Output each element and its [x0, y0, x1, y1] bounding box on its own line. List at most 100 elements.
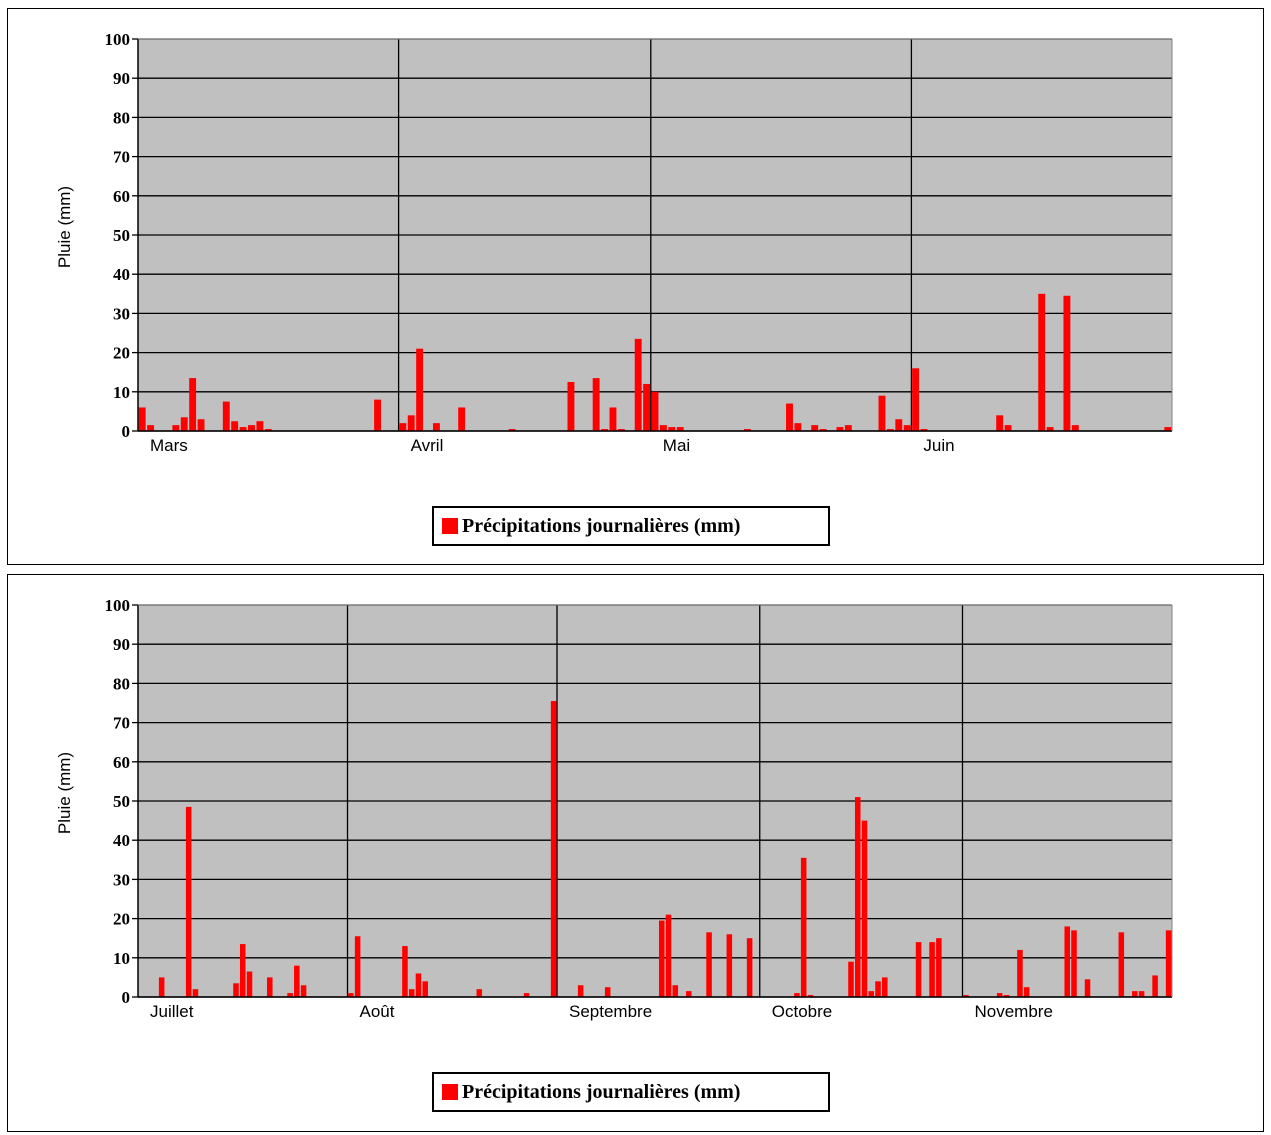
x-tick-label-octobre: Octobre: [772, 1002, 832, 1021]
bar: [786, 403, 793, 431]
chart-1-svg: 0 10 20 30 40 50 60 70 80 90 100 Mars Avril Mai Juin Pl…: [55, 30, 1173, 455]
bar: [744, 429, 751, 431]
bar: [807, 995, 814, 997]
bar: [1038, 293, 1046, 431]
bar: [192, 989, 199, 997]
bar: [1046, 427, 1054, 431]
x-tick-label-août: Août: [360, 1002, 395, 1021]
bar: [746, 938, 753, 997]
bar: [665, 914, 672, 997]
bar: [185, 806, 192, 997]
bar: [929, 942, 935, 997]
legend-swatch: [442, 1084, 458, 1100]
y-tick-label: 100: [105, 30, 131, 49]
bar: [147, 425, 155, 431]
y-tick-label: 20: [113, 344, 130, 363]
bar: [239, 427, 247, 431]
bar: [601, 429, 609, 431]
y-tick-label: 30: [113, 304, 130, 323]
bar: [617, 429, 625, 431]
bar: [848, 961, 854, 997]
bar: [246, 971, 253, 997]
y-axis-title: Pluie (mm): [55, 752, 74, 834]
bar: [476, 989, 483, 997]
bar: [231, 421, 239, 431]
y-tick-label: 10: [113, 949, 130, 968]
bar: [458, 407, 466, 431]
bar: [248, 425, 255, 431]
bar: [1063, 295, 1071, 431]
legend-label: Précipitations journalières (mm): [462, 514, 741, 537]
chart-2-svg: 0 10 20 30 40 50 60 70 80 90 100 Juillet Août Septemb…: [55, 596, 1173, 1021]
bar: [672, 985, 679, 997]
bar: [886, 429, 894, 431]
bar: [996, 993, 1003, 997]
bar: [222, 401, 230, 431]
bar: [604, 987, 611, 997]
y-tick-label: 80: [113, 674, 130, 693]
bar: [415, 973, 422, 997]
y-tick-label: 60: [113, 753, 130, 772]
y-tick-label: 90: [113, 69, 130, 88]
y-tick-label: 100: [105, 596, 131, 615]
bar: [294, 965, 300, 997]
bar: [836, 427, 844, 431]
bar: [903, 425, 911, 431]
bar: [794, 423, 802, 431]
bar: [1003, 995, 1010, 997]
bar: [915, 942, 922, 997]
bar: [300, 985, 307, 997]
y-tick-label: 40: [113, 831, 130, 850]
x-tick-label-mars: Mars: [150, 436, 188, 455]
y-axis-title: Pluie (mm): [55, 186, 74, 268]
bar: [936, 938, 942, 997]
bar: [267, 977, 273, 997]
bar: [912, 368, 920, 431]
bar: [422, 981, 428, 997]
bar: [233, 983, 239, 997]
x-tick-label-novembre: Novembre: [974, 1002, 1052, 1021]
bar: [432, 423, 440, 431]
bar: [348, 993, 354, 997]
y-tick-label: 90: [113, 635, 130, 654]
bar: [854, 797, 861, 997]
bar: [668, 427, 676, 431]
y-tick-label: 40: [113, 265, 130, 284]
bar: [402, 946, 408, 997]
legend-swatch: [442, 518, 458, 534]
bar: [239, 944, 246, 997]
bar: [882, 977, 888, 997]
bar: [264, 429, 272, 431]
y-tick-label: 0: [122, 422, 131, 441]
y-tick-label: 30: [113, 870, 130, 889]
bar: [1165, 930, 1172, 997]
y-tick-label: 0: [122, 988, 131, 1007]
bar: [686, 991, 692, 997]
chart-panel-2: 0 10 20 30 40 50 60 70 80 90 100 Juillet Août Septemb…: [7, 574, 1264, 1132]
bar: [1132, 991, 1138, 997]
bar: [706, 932, 712, 997]
bar: [550, 701, 557, 997]
bar: [158, 977, 165, 997]
bar: [1023, 987, 1030, 997]
bar: [180, 417, 188, 431]
bar: [408, 989, 415, 997]
bar: [659, 425, 667, 431]
bar: [1118, 932, 1125, 997]
x-tick-label-juillet: Juillet: [150, 1002, 194, 1021]
bar: [172, 425, 180, 431]
x-tick-label-mai: Mai: [663, 436, 690, 455]
bar: [1084, 979, 1091, 997]
bar: [1071, 425, 1079, 431]
bar: [1064, 926, 1071, 997]
bar: [861, 820, 868, 997]
bar: [1138, 991, 1145, 997]
y-tick-label: 70: [113, 148, 130, 167]
y-tick-label: 20: [113, 910, 130, 929]
bar: [1004, 425, 1012, 431]
bar: [1017, 949, 1023, 997]
bar: [920, 429, 928, 431]
y-tick-label: 50: [113, 792, 130, 811]
bar: [726, 934, 733, 997]
bar: [256, 421, 264, 431]
